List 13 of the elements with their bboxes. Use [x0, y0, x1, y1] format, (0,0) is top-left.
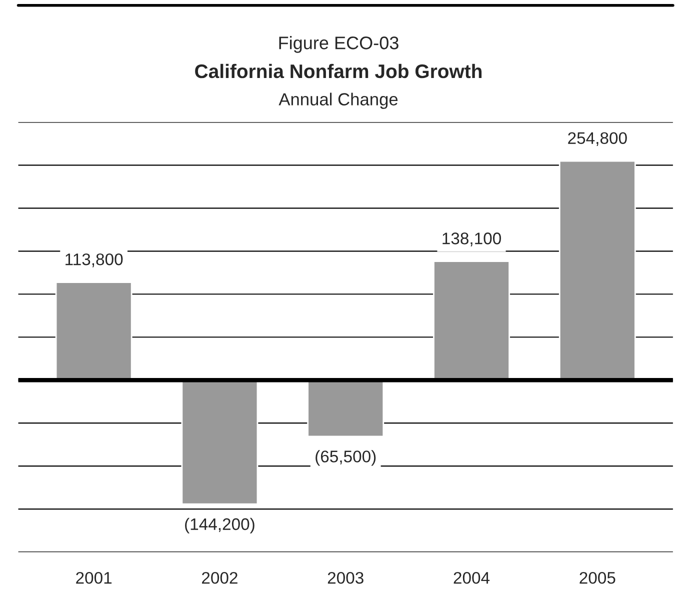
data-label: 113,800 — [66, 253, 123, 268]
x-tick-label: 2003 — [328, 572, 364, 584]
chart-title: California Nonfarm Job Growth — [195, 64, 482, 78]
data-label: (144,200) — [185, 518, 254, 534]
x-tick-label: 2002 — [202, 572, 238, 584]
data-label: (65,500) — [316, 450, 376, 466]
x-tick-label: 2005 — [580, 572, 616, 584]
data-label: 138,100 — [442, 232, 501, 246]
data-label: 254,800 — [568, 132, 627, 146]
x-tick-label: 2004 — [454, 572, 490, 584]
chart-subtitle: Annual Change — [278, 92, 398, 109]
x-tick-label: 2001 — [76, 572, 112, 584]
text: Figure ECO-03 — [279, 36, 398, 53]
